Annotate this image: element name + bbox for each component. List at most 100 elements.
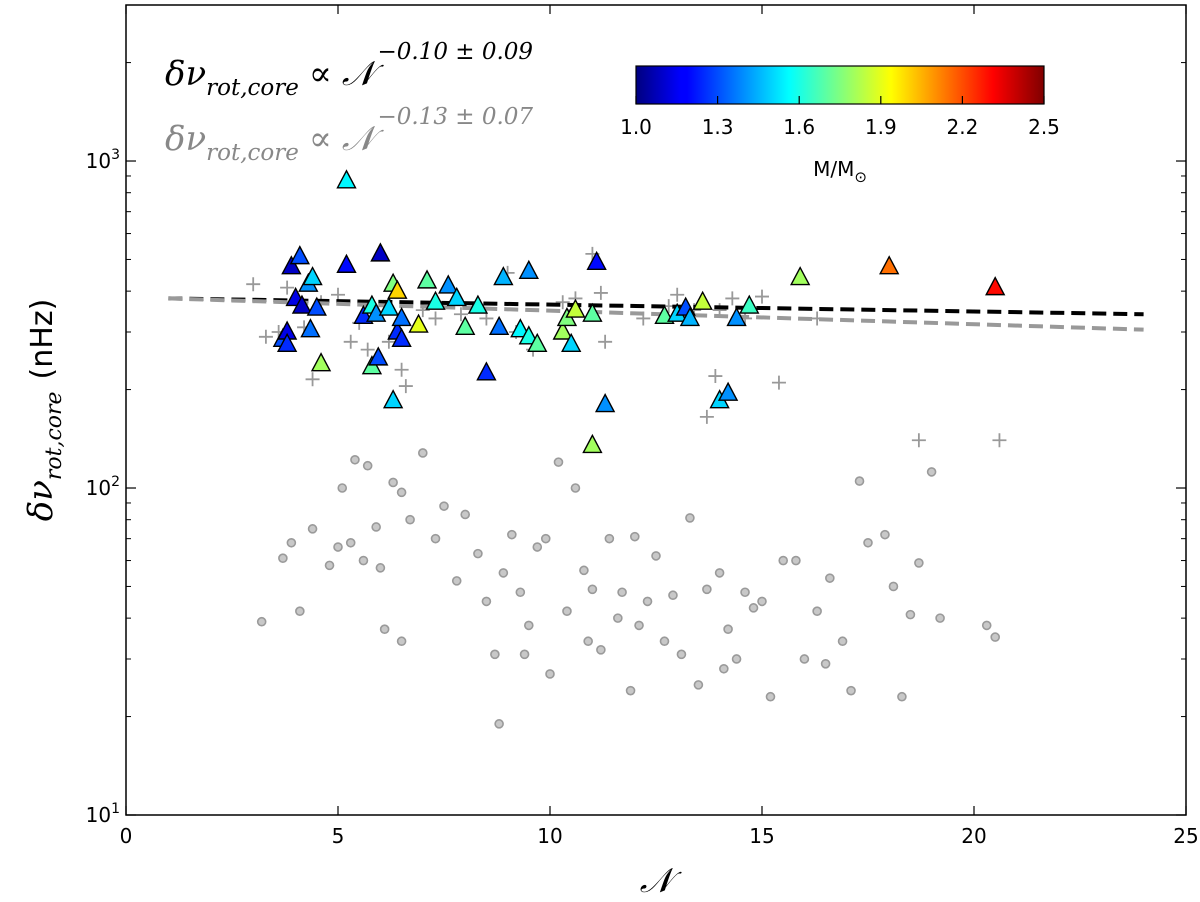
circle-marker — [723, 624, 733, 635]
colorbar-label: M/M⊙ — [813, 157, 867, 186]
circle-marker — [634, 620, 644, 631]
triangle-marker — [582, 302, 603, 322]
colorbar-tick-label: 1.0 — [620, 115, 652, 139]
plus-marker — [258, 329, 273, 344]
circle-marker — [405, 514, 415, 525]
circle-marker — [286, 537, 297, 548]
triangle-marker — [527, 332, 548, 353]
x-tick-label: 20 — [961, 824, 986, 848]
triangle-marker — [446, 286, 467, 307]
circle-marker — [740, 587, 750, 598]
plus-marker — [398, 379, 413, 394]
triangle-marker — [565, 298, 586, 318]
colorbar-tick-label: 1.6 — [783, 115, 815, 139]
plus-marker — [593, 285, 608, 300]
circle-marker — [714, 568, 725, 578]
plus-marker — [699, 409, 714, 424]
circle-marker — [596, 645, 606, 655]
plus-marker — [360, 342, 375, 357]
circle-marker — [731, 654, 742, 664]
triangle-marker — [310, 352, 332, 372]
circle-marker — [532, 542, 543, 552]
circle-marker — [439, 501, 449, 511]
circle-marker — [719, 663, 729, 674]
y-tick-label: 103 — [86, 147, 120, 173]
circle-marker — [981, 620, 992, 631]
circle-marker — [371, 522, 381, 532]
circle-marker — [935, 613, 945, 623]
y-axis-label: δνrot,core(nHz) — [21, 299, 67, 522]
circle-marker — [914, 558, 924, 568]
triangle-marker — [739, 294, 760, 314]
colorbar-ticks: 1.0 1.3 1.6 1.9 2.2 2.5 — [620, 96, 1060, 139]
circle-marker — [587, 584, 598, 595]
circle-marker — [256, 616, 267, 627]
circle-marker — [617, 587, 627, 598]
svg-text:δνrot,core(nHz): δνrot,core(nHz) — [21, 299, 67, 522]
plus-marker — [755, 289, 769, 304]
triangle-marker — [408, 313, 429, 333]
circle-marker — [417, 448, 428, 458]
circle-marker — [358, 555, 369, 566]
circle-marker — [613, 613, 623, 623]
circle-marker — [545, 669, 555, 679]
circle-marker — [494, 719, 504, 729]
triangle-marker — [789, 266, 811, 286]
y-tick-label: 102 — [86, 474, 120, 500]
x-tick-label: 15 — [749, 824, 774, 848]
triangle-marker — [416, 269, 438, 289]
circle-marker — [812, 606, 822, 617]
x-tick-label: 10 — [537, 824, 562, 848]
plus-marker — [305, 372, 320, 387]
x-axis-label: 𝒩 — [640, 861, 683, 901]
triangle-marker — [438, 274, 459, 294]
triangle-marker — [586, 250, 607, 271]
plus-marker — [555, 295, 570, 310]
circle-marker — [642, 596, 653, 607]
plus-marker — [670, 287, 685, 302]
colorbar-tick-label: 2.5 — [1028, 115, 1060, 139]
circle-marker — [523, 620, 534, 631]
circle-marker — [473, 548, 483, 559]
svg-text:δνrot,core∝𝒩−0.10 ± 0.09: δνrot,core ∝ 𝒩−0.10 ± 0.09 — [165, 39, 533, 101]
circle-marker — [430, 533, 441, 544]
circle-marker — [820, 658, 831, 669]
circle-marker — [905, 609, 916, 620]
triangle-marker — [276, 332, 298, 353]
triangle-marker — [370, 242, 391, 262]
plus-marker — [911, 433, 926, 448]
colorbar-gradient — [635, 65, 1045, 105]
plus-marker — [771, 375, 786, 390]
plot-area — [168, 169, 1144, 729]
circle-marker — [583, 636, 593, 647]
circle-marker — [765, 691, 776, 702]
triangle-marker — [879, 255, 900, 275]
circle-marker — [519, 649, 530, 660]
circle-marker — [490, 649, 500, 660]
circle-marker — [562, 606, 572, 617]
triangle-marker — [679, 306, 701, 327]
triangle-marker — [302, 266, 323, 286]
triangle-marker — [291, 294, 313, 314]
colorbar-tick-label: 2.2 — [946, 115, 978, 139]
circle-marker — [685, 513, 695, 523]
circle-marker — [659, 636, 670, 647]
circle-marker — [888, 581, 899, 592]
triangle-marker — [582, 433, 603, 454]
circle-marker — [553, 457, 564, 467]
circle-marker — [825, 573, 835, 583]
circle-marker — [278, 553, 288, 564]
plus-marker — [280, 280, 295, 295]
triangle-marker — [336, 253, 357, 273]
circle-marker — [990, 632, 1001, 642]
plus-marker — [708, 369, 723, 384]
triangle-marker — [594, 393, 616, 413]
circle-marker — [625, 685, 636, 696]
triangle-marker — [561, 332, 582, 353]
circle-marker — [629, 531, 640, 542]
triangle-marker — [425, 290, 446, 310]
x-tick-label: 0 — [120, 824, 133, 848]
plus-marker — [246, 277, 261, 292]
triangle-marker — [488, 315, 510, 336]
